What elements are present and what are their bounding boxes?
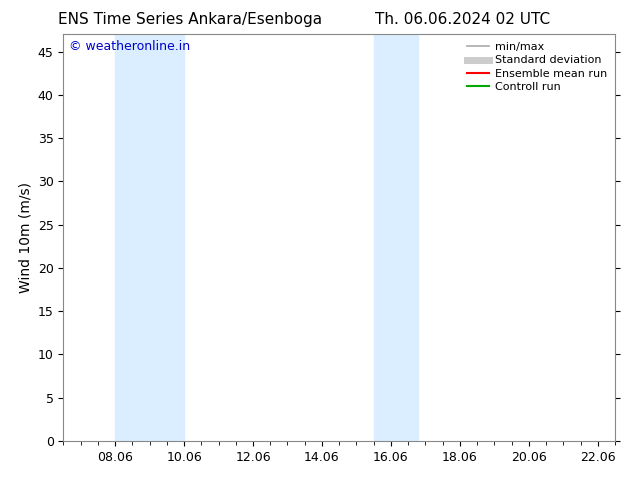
Bar — [115, 34, 184, 441]
Y-axis label: Wind 10m (m/s): Wind 10m (m/s) — [18, 182, 32, 293]
Text: Th. 06.06.2024 02 UTC: Th. 06.06.2024 02 UTC — [375, 12, 550, 27]
Bar — [373, 34, 418, 441]
Text: ENS Time Series Ankara/Esenboga: ENS Time Series Ankara/Esenboga — [58, 12, 322, 27]
Text: © weatheronline.in: © weatheronline.in — [69, 40, 190, 53]
Legend: min/max, Standard deviation, Ensemble mean run, Controll run: min/max, Standard deviation, Ensemble me… — [463, 38, 612, 97]
